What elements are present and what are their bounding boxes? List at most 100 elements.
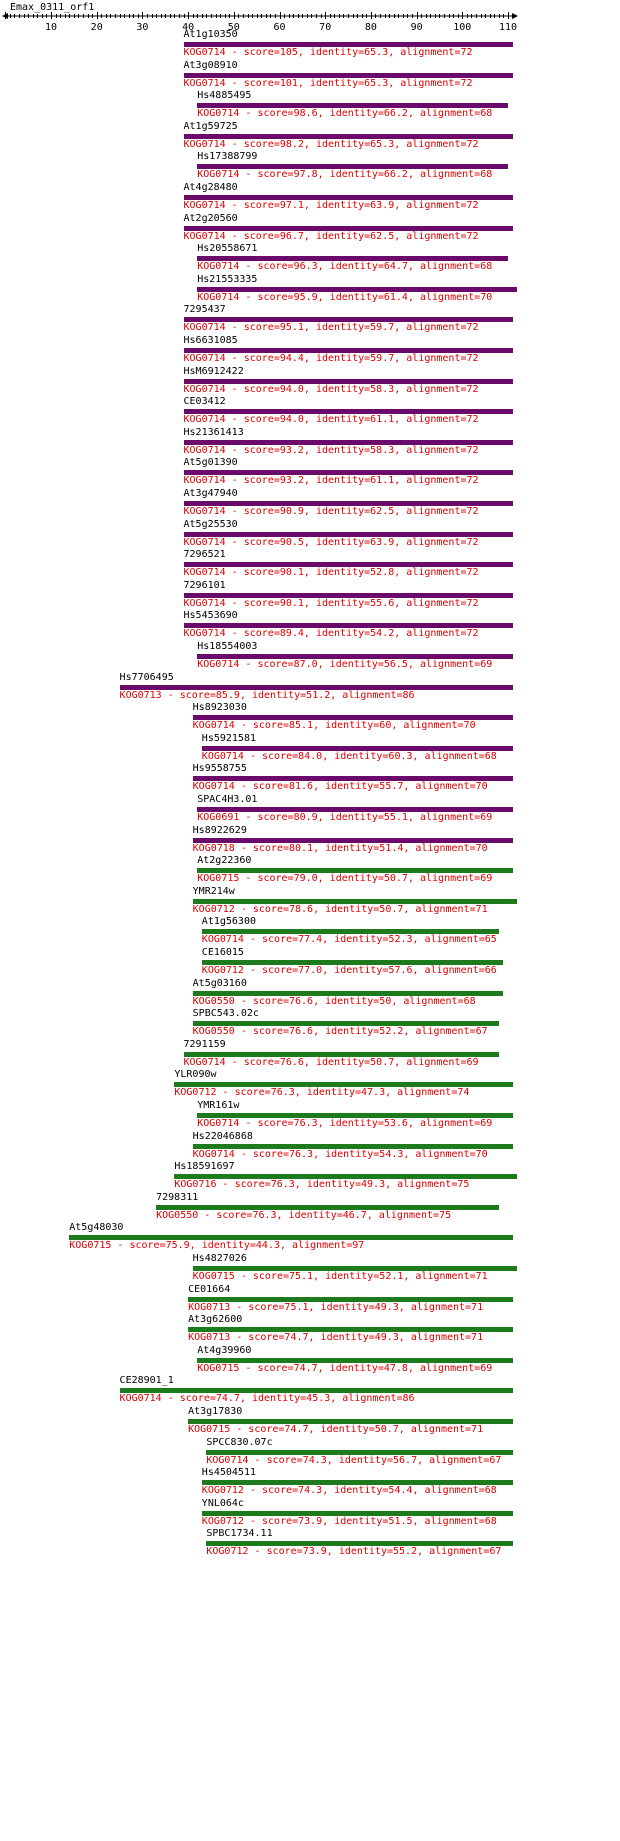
hit-track[interactable]: CE03412 KOG0714 - score=94.0, identity=61…: [183, 396, 618, 432]
hit-track[interactable]: At5g25530 KOG0714 - score=90.5, identity=…: [183, 519, 618, 555]
hit-track[interactable]: Hs9558755 KOG0714 - score=81.6, identity=…: [192, 763, 618, 799]
hit-name[interactable]: At5g48030: [69, 1222, 124, 1234]
hit-alignment-bar[interactable]: [183, 1051, 499, 1057]
hit-track[interactable]: Hs17388799 KOG0714 - score=97.8, identity…: [197, 151, 618, 187]
hit-name[interactable]: HsM6912422: [183, 365, 244, 377]
hit-alignment-bar[interactable]: [192, 1266, 518, 1271]
hit-alignment-bar[interactable]: [188, 1296, 513, 1302]
hit-name[interactable]: Hs8923030: [192, 702, 247, 714]
hit-track[interactable]: At1g10350 KOG0714 - score=105, identity=6…: [183, 29, 618, 65]
hit-name[interactable]: Hs20558671: [197, 243, 258, 255]
hit-name[interactable]: 7296101: [183, 579, 226, 591]
hit-track[interactable]: Hs4504511 KOG0712 - score=74.3, identity=…: [201, 1467, 618, 1503]
hit-track[interactable]: YMR161w KOG0714 - score=76.3, identity=53…: [197, 1100, 618, 1136]
hit-name[interactable]: At3g08910: [183, 59, 238, 71]
hit-alignment-bar[interactable]: [197, 256, 508, 262]
hit-track[interactable]: Hs4827026 KOG0715 - score=75.1, identity=…: [192, 1253, 618, 1289]
hit-alignment-bar[interactable]: [183, 470, 513, 476]
hit-track[interactable]: At3g17830 KOG0715 - score=74.7, identity=…: [188, 1406, 618, 1442]
hit-name[interactable]: SPAC4H3.01: [197, 794, 258, 805]
hit-alignment-bar[interactable]: [192, 990, 504, 996]
hit-name[interactable]: Hs6631085: [183, 335, 238, 346]
hit-name[interactable]: 7291159: [183, 1038, 226, 1050]
hit-track[interactable]: CE01664 KOG0713 - score=75.1, identity=49…: [188, 1284, 618, 1320]
hit-track[interactable]: YMR214w KOG0712 - score=78.6, identity=50…: [192, 885, 618, 922]
hit-track[interactable]: At5g48030 KOG0715 - score=75.9, identity=…: [69, 1222, 618, 1258]
hit-track[interactable]: At3g62600 KOG0713 - score=74.7, identity=…: [188, 1314, 618, 1350]
hit-track[interactable]: CE16015 KOG0712 - score=77.0, identity=57…: [201, 947, 618, 983]
hit-alignment-bar[interactable]: [188, 1327, 513, 1333]
hit-alignment-bar[interactable]: [174, 1174, 518, 1180]
hit-name[interactable]: Hs4827026: [192, 1253, 247, 1264]
hit-alignment-bar[interactable]: [201, 1510, 513, 1516]
hit-alignment-bar[interactable]: [197, 1357, 513, 1363]
hit-name[interactable]: At5g03160: [192, 977, 247, 989]
hit-alignment-bar[interactable]: [201, 1480, 513, 1486]
hit-track[interactable]: 7296521 KOG0714 - score=90.1, identity=52…: [183, 549, 618, 585]
hit-name[interactable]: CE01664: [188, 1283, 231, 1295]
hit-track[interactable]: At2g20560 KOG0714 - score=96.7, identity=…: [183, 212, 618, 249]
hit-track[interactable]: SPBC1734.11 KOG0712 - score=73.9, identit…: [206, 1528, 618, 1564]
hit-alignment-bar[interactable]: [183, 42, 513, 47]
hit-name[interactable]: At1g59725: [183, 120, 238, 132]
hit-name[interactable]: CE28901_1: [119, 1375, 174, 1387]
hit-name[interactable]: At1g56300: [201, 916, 256, 928]
hit-name[interactable]: Hs4504511: [201, 1467, 256, 1479]
hit-track[interactable]: At5g01390 KOG0714 - score=93.2, identity=…: [183, 457, 618, 493]
hit-alignment-bar[interactable]: [156, 1204, 499, 1210]
hit-track[interactable]: SPCC830.07c KOG0714 - score=74.3, identit…: [206, 1437, 618, 1473]
hit-name[interactable]: At4g39960: [197, 1344, 252, 1356]
hit-alignment-bar[interactable]: [192, 1143, 513, 1149]
hit-alignment-bar[interactable]: [197, 868, 513, 874]
hit-track[interactable]: At4g28480 KOG0714 - score=97.1, identity=…: [183, 182, 618, 218]
hit-name[interactable]: Hs5921581: [201, 732, 256, 744]
hit-alignment-bar[interactable]: [183, 409, 513, 415]
hit-track[interactable]: Hs8922629 KOG0718 - score=80.1, identity=…: [192, 825, 618, 861]
hit-track[interactable]: HsM6912422 KOG0714 - score=94.0, identity…: [183, 365, 618, 402]
hit-name[interactable]: At2g20560: [183, 212, 238, 224]
hit-name[interactable]: Hs21361413: [183, 426, 244, 438]
hit-alignment-bar[interactable]: [192, 898, 518, 904]
hit-track[interactable]: SPAC4H3.01 KOG0691 - score=80.9, identity…: [197, 794, 618, 830]
hit-alignment-bar[interactable]: [183, 72, 513, 78]
hit-track[interactable]: YLR090w KOG0712 - score=76.3, identity=47…: [174, 1069, 618, 1105]
hit-name[interactable]: Hs22046868: [192, 1130, 253, 1142]
hit-alignment-bar[interactable]: [119, 1388, 513, 1394]
hit-alignment-bar[interactable]: [201, 745, 513, 751]
hit-name[interactable]: YMR161w: [197, 1100, 240, 1111]
hit-name[interactable]: Hs18591697: [174, 1161, 235, 1173]
hit-alignment-bar[interactable]: [119, 684, 513, 690]
hit-name[interactable]: Hs9558755: [192, 763, 247, 775]
hit-alignment-bar[interactable]: [183, 133, 513, 139]
hit-track[interactable]: Hs5453690 KOG0714 - score=89.4, identity=…: [183, 610, 618, 646]
hit-track[interactable]: At3g08910 KOG0714 - score=101, identity=6…: [183, 59, 618, 96]
hit-alignment-bar[interactable]: [197, 807, 513, 812]
hit-name[interactable]: YNL064c: [201, 1497, 244, 1509]
hit-track[interactable]: Hs6631085 KOG0714 - score=94.4, identity=…: [183, 335, 618, 371]
hit-name[interactable]: At1g10350: [183, 29, 238, 40]
hit-alignment-bar[interactable]: [197, 1113, 513, 1118]
hit-alignment-bar[interactable]: [197, 164, 508, 170]
hit-alignment-bar[interactable]: [188, 1419, 513, 1424]
hit-name[interactable]: SPBC543.02c: [192, 1008, 259, 1020]
hit-name[interactable]: 7298311: [156, 1191, 199, 1203]
hit-alignment-bar[interactable]: [206, 1449, 513, 1455]
hit-alignment-bar[interactable]: [183, 317, 513, 323]
hit-name[interactable]: At3g17830: [188, 1406, 243, 1417]
hit-name[interactable]: YMR214w: [192, 885, 235, 897]
hit-alignment-bar[interactable]: [183, 348, 513, 353]
hit-name[interactable]: 7296521: [183, 549, 226, 561]
hit-name[interactable]: YLR090w: [174, 1069, 217, 1081]
hit-alignment-bar[interactable]: [201, 960, 504, 965]
hit-alignment-bar[interactable]: [192, 715, 513, 721]
hit-track[interactable]: 7295437 KOG0714 - score=95.1, identity=59…: [183, 304, 618, 340]
hit-track[interactable]: Hs21361413 KOG0714 - score=93.2, identity…: [183, 426, 618, 463]
hit-name[interactable]: CE03412: [183, 396, 226, 408]
hit-alignment-bar[interactable]: [206, 1541, 513, 1547]
hit-alignment-bar[interactable]: [197, 103, 508, 109]
hit-alignment-bar[interactable]: [69, 1235, 513, 1241]
hit-alignment-bar[interactable]: [183, 531, 513, 537]
hit-track[interactable]: At5g03160 KOG0550 - score=76.6, identity=…: [192, 977, 618, 1014]
hit-track[interactable]: Hs20558671 KOG0714 - score=96.3, identity…: [197, 243, 618, 279]
hit-name[interactable]: At3g62600: [188, 1314, 243, 1326]
